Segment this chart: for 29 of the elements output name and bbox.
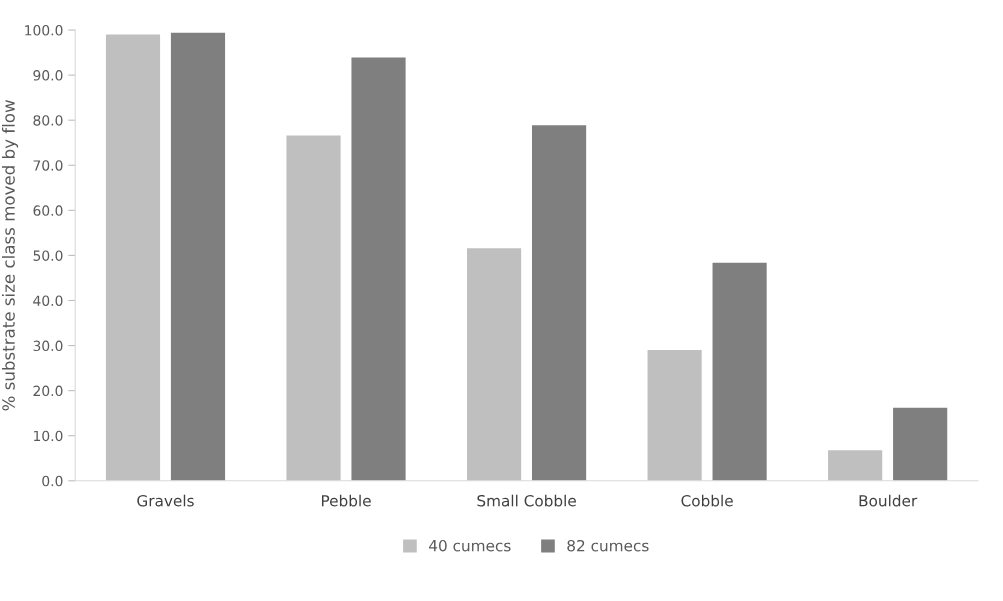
y-tick-label: 70.0: [33, 160, 63, 171]
bar: [105, 34, 161, 481]
legend-label: 82 cumecs: [567, 539, 649, 552]
y-tick-label: 0.0: [42, 475, 63, 487]
bar: [828, 450, 883, 481]
bar: [467, 248, 522, 481]
x-tick-label: Small Cobble: [477, 494, 576, 507]
bar: [893, 407, 948, 481]
x-tick-label: Boulder: [859, 494, 918, 507]
y-tick-label: 60.0: [33, 205, 63, 216]
bar: [170, 32, 226, 481]
y-tick-label: 90.0: [33, 70, 63, 81]
y-tick-label: 40.0: [33, 295, 63, 306]
bar: [647, 350, 702, 481]
y-tick-label: 80.0: [33, 115, 63, 126]
x-tick-label: Cobble: [681, 494, 733, 507]
y-tick-label: 10.0: [34, 430, 63, 442]
y-tick-label: 100.0: [25, 25, 63, 36]
bar: [351, 57, 406, 481]
bar: [531, 125, 587, 481]
bar: [712, 262, 767, 481]
x-tick-label: Pebble: [321, 494, 371, 507]
y-tick-label: 30.0: [33, 340, 63, 352]
x-tick-label: Gravels: [137, 494, 194, 507]
legend-label: 40 cumecs: [429, 539, 511, 552]
y-tick-label: 20.0: [33, 385, 63, 397]
y-axis-title: % substrate size class moved by flow: [1, 100, 19, 411]
bar: [286, 135, 341, 481]
y-tick-label: 50.0: [33, 250, 63, 261]
